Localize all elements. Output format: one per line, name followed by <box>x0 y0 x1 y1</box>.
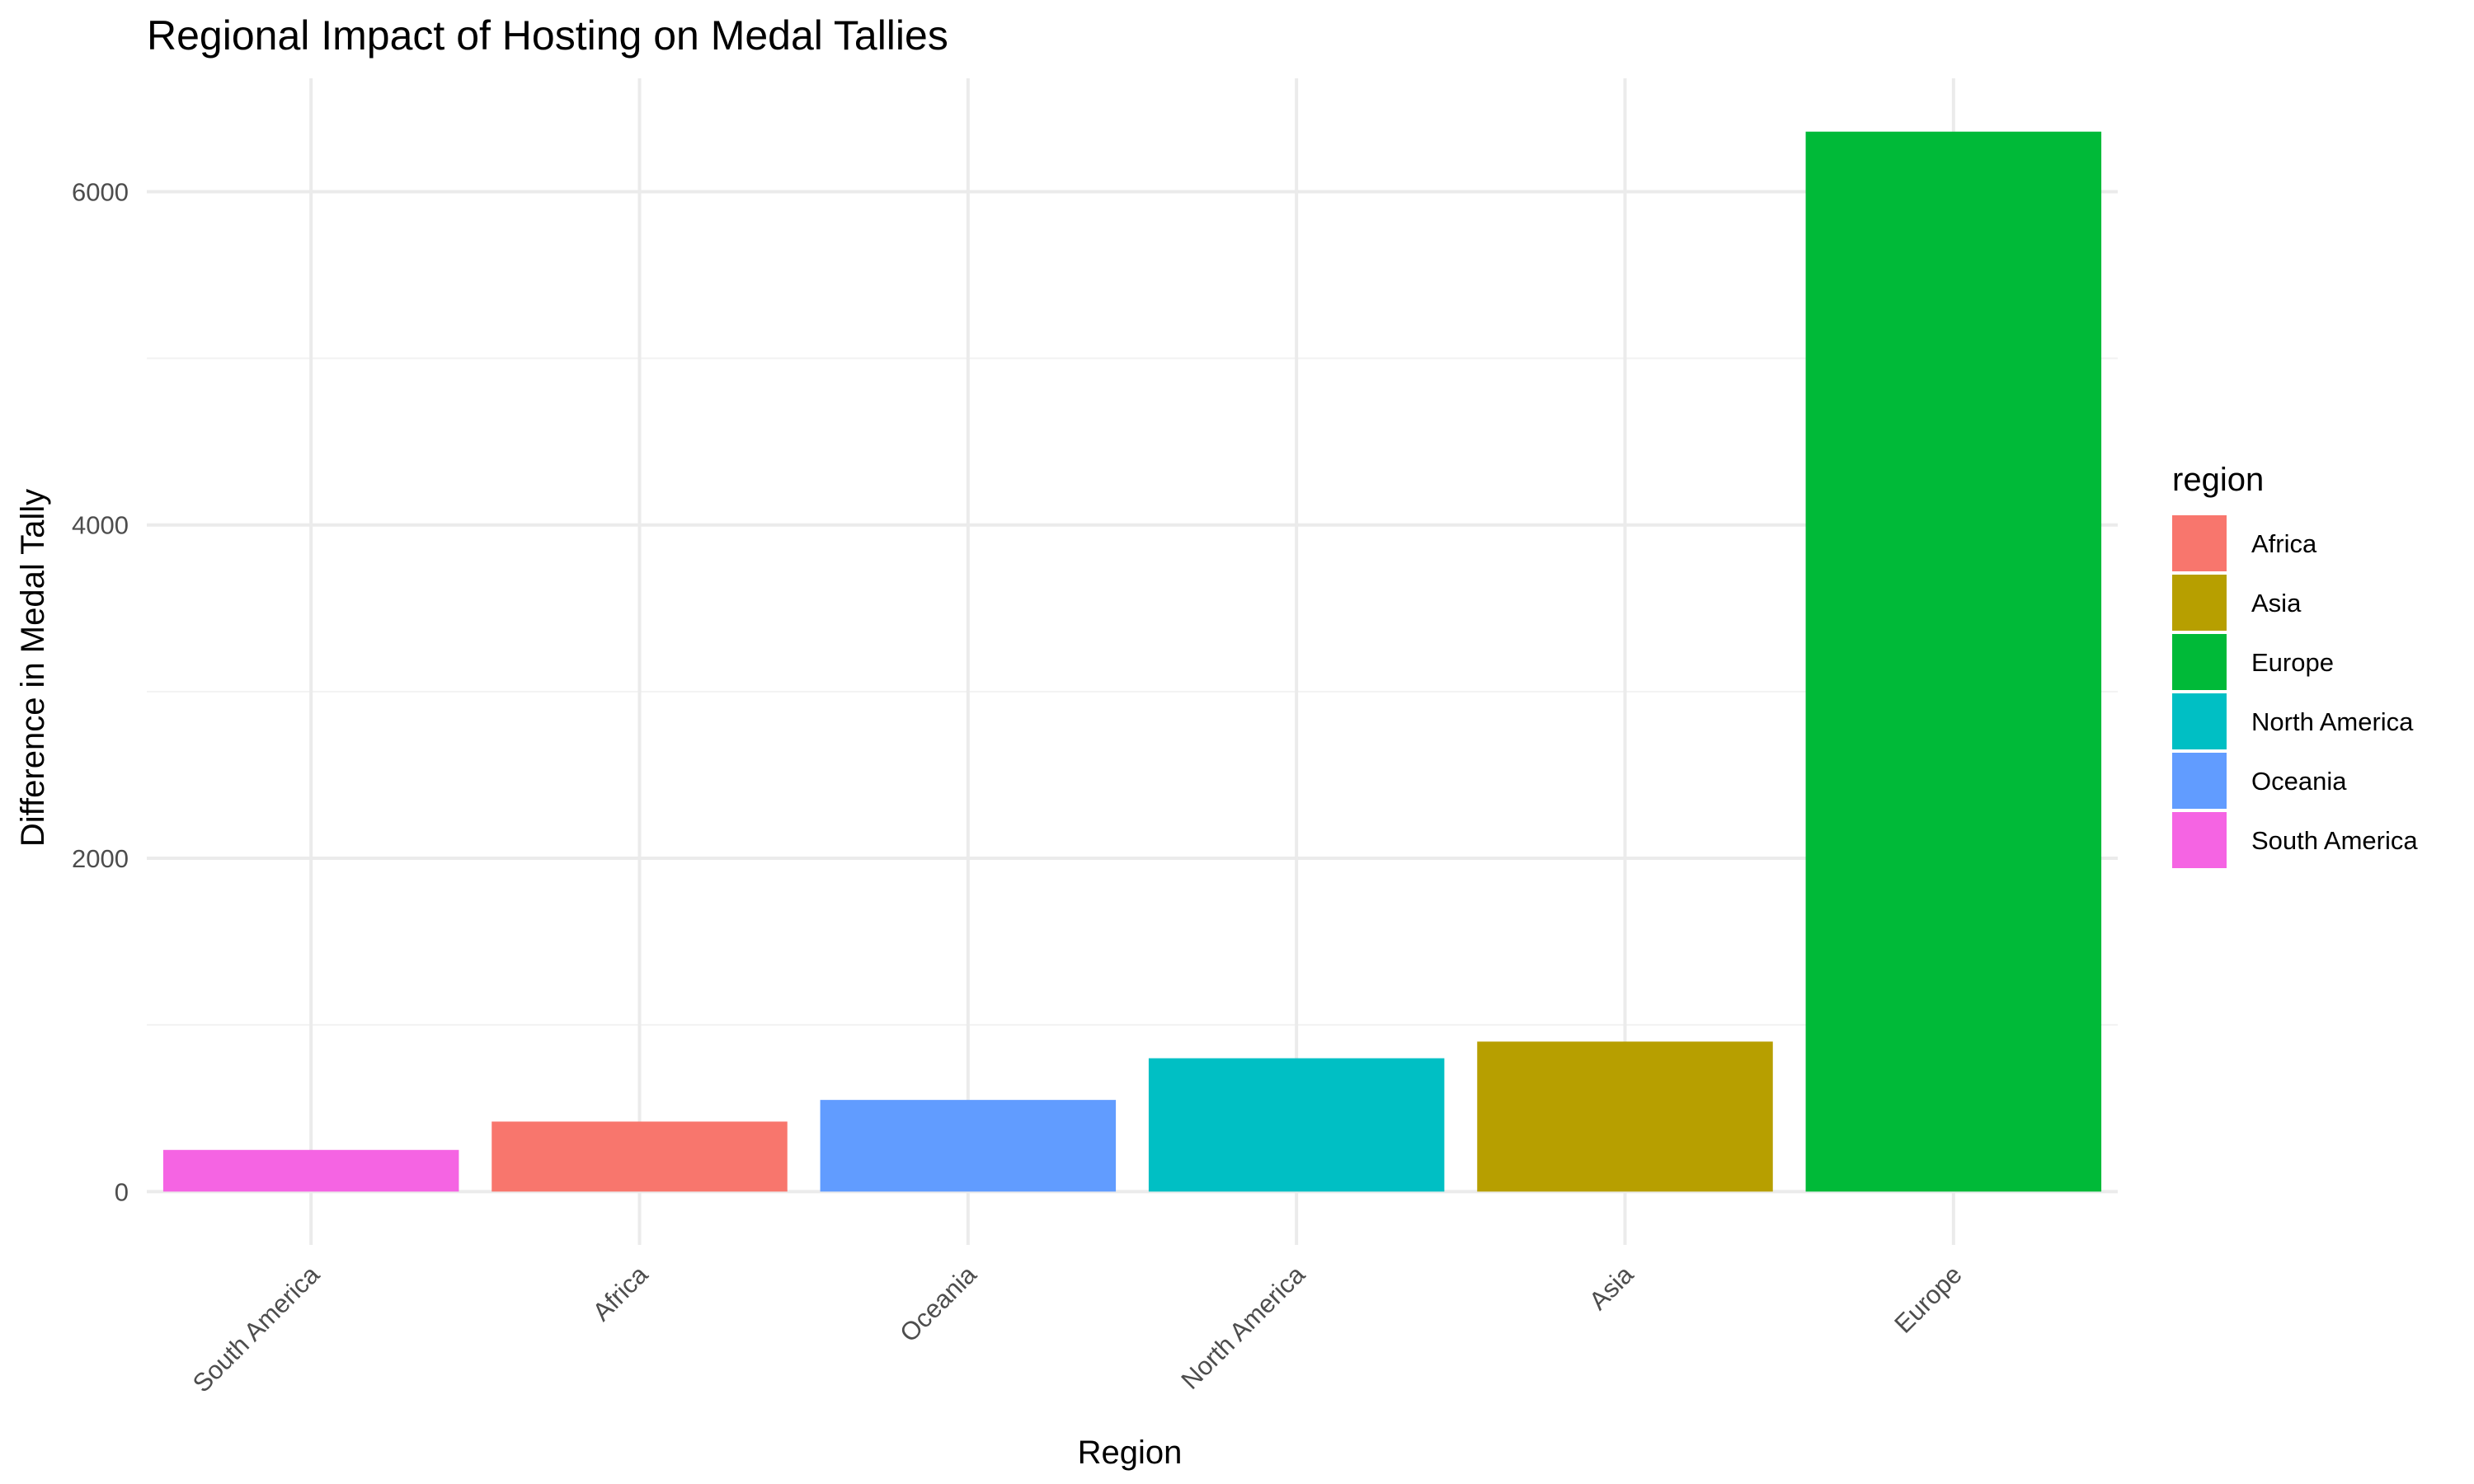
y-tick-label: 0 <box>115 1177 129 1206</box>
x-tick-label: North America <box>1175 1260 1310 1395</box>
legend-label: Africa <box>2251 529 2317 558</box>
y-axis-title: Difference in Medal Tally <box>15 489 51 847</box>
y-tick-label: 4000 <box>72 511 129 540</box>
x-tick-label: Europe <box>1888 1260 1967 1338</box>
legend-swatch <box>2172 634 2227 690</box>
legend-swatch <box>2172 753 2227 809</box>
bar <box>1477 1041 1773 1192</box>
y-tick-label: 6000 <box>72 177 129 206</box>
chart-title: Regional Impact of Hosting on Medal Tall… <box>147 12 948 59</box>
x-tick-label: Oceania <box>894 1260 982 1348</box>
legend-title: region <box>2172 462 2264 498</box>
bar <box>1148 1058 1445 1192</box>
legend-label: Oceania <box>2251 767 2347 796</box>
bar <box>162 1149 459 1192</box>
legend-swatch <box>2172 812 2227 868</box>
legend-swatch <box>2172 575 2227 631</box>
legend-label: South America <box>2251 826 2418 855</box>
legend-label: North America <box>2251 707 2414 736</box>
x-axis-title: Region <box>1078 1435 1183 1471</box>
x-tick-label: South America <box>187 1260 326 1398</box>
legend: region Africa Asia Europe North America Ocea… <box>2172 462 2418 868</box>
x-tick-label: Africa <box>587 1260 654 1327</box>
bar <box>820 1100 1117 1192</box>
legend-label: Europe <box>2251 648 2334 677</box>
bar <box>1805 131 2102 1192</box>
x-tick-label: Asia <box>1583 1260 1639 1316</box>
y-axis-ticks: 0 2000 4000 6000 <box>72 177 129 1206</box>
legend-label: Asia <box>2251 589 2302 618</box>
bars <box>162 131 2102 1192</box>
y-tick-label: 2000 <box>72 844 129 873</box>
bar <box>492 1121 788 1192</box>
x-axis-ticks: South America Africa Oceania North America A… <box>187 1260 1968 1398</box>
legend-swatch <box>2172 693 2227 749</box>
legend-items: Africa Asia Europe North America Oceania Sout… <box>2172 515 2418 868</box>
legend-swatch <box>2172 515 2227 571</box>
